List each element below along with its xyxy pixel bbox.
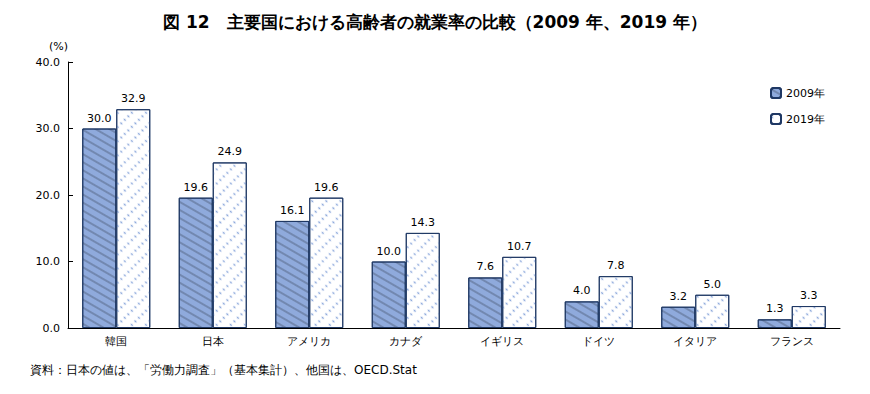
svg-text:アメリカ: アメリカ (287, 335, 331, 348)
svg-text:30.0: 30.0 (87, 112, 112, 125)
svg-text:19.6: 19.6 (314, 181, 339, 194)
svg-text:ドイツ: ドイツ (582, 335, 615, 348)
svg-text:10.7: 10.7 (507, 240, 532, 253)
svg-text:図 12 主要国における高齢者の就業率の比較（2009 年、: 図 12 主要国における高齢者の就業率の比較（2009 年、2019 年） (163, 12, 707, 32)
svg-text:19.6: 19.6 (184, 181, 209, 194)
svg-text:3.2: 3.2 (670, 290, 688, 303)
svg-text:3.3: 3.3 (800, 289, 818, 302)
svg-text:30.0: 30.0 (36, 122, 61, 135)
svg-text:2019年: 2019年 (786, 113, 825, 126)
svg-text:14.3: 14.3 (411, 216, 436, 229)
svg-text:1.3: 1.3 (766, 302, 784, 315)
svg-text:韓国: 韓国 (105, 335, 127, 348)
svg-text:イギリス: イギリス (480, 335, 524, 348)
svg-text:24.9: 24.9 (218, 145, 243, 158)
svg-text:40.0: 40.0 (36, 56, 61, 69)
svg-text:日本: 日本 (202, 335, 224, 348)
svg-text:(%): (%) (49, 40, 68, 53)
svg-text:フランス: フランス (770, 335, 814, 348)
svg-text:16.1: 16.1 (280, 204, 305, 217)
svg-text:カナダ: カナダ (389, 335, 423, 348)
svg-text:20.0: 20.0 (36, 189, 61, 202)
svg-text:2009年: 2009年 (786, 87, 825, 100)
svg-text:イタリア: イタリア (673, 335, 717, 348)
svg-text:10.0: 10.0 (377, 245, 402, 258)
svg-text:4.0: 4.0 (573, 284, 591, 297)
svg-text:10.0: 10.0 (36, 255, 61, 268)
svg-text:7.6: 7.6 (477, 260, 495, 273)
svg-text:5.0: 5.0 (704, 278, 722, 291)
svg-text:7.8: 7.8 (607, 259, 625, 272)
svg-text:32.9: 32.9 (121, 92, 146, 105)
svg-text:資料：日本の値は、「労働力調査」（基本集計）、他国は、OEC: 資料：日本の値は、「労働力調査」（基本集計）、他国は、OECD.Stat (30, 363, 417, 377)
svg-text:0.0: 0.0 (43, 322, 61, 335)
